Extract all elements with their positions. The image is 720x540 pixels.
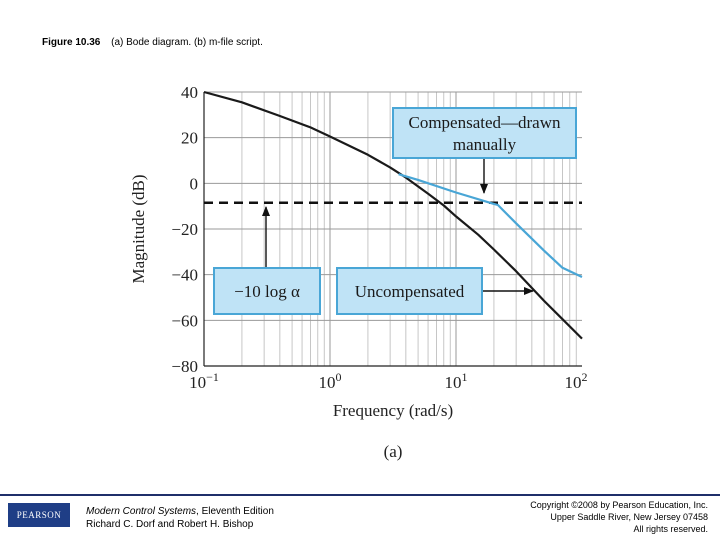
x-tick-label: 102	[565, 370, 588, 392]
annotation-box	[213, 267, 321, 315]
x-tick-label: 10−1	[189, 370, 219, 392]
book-title: Modern Control Systems	[86, 506, 197, 517]
chart-axis-labels: Frequency (rad/s) Magnitude (dB) (a)	[129, 174, 453, 461]
pearson-logo: PEARSON	[8, 503, 70, 527]
bode-magnitude-chart: Compensated—drawn manually −10 log α Uncomp…	[129, 83, 588, 461]
compensated-curve	[398, 173, 583, 278]
figure-caption: Figure 10.36 (a) Bode diagram. (b) m-fil…	[42, 37, 263, 48]
y-tick-label: 0	[190, 174, 199, 193]
copyright-line-1: Copyright ©2008 by Pearson Education, In…	[530, 500, 708, 510]
figure-caption-text: (a) Bode diagram. (b) m-file script.	[111, 37, 263, 48]
figure-number: Figure 10.36	[42, 37, 101, 48]
annotation-callout: Compensated—drawn manually	[392, 107, 577, 194]
annotation-text: Compensated—drawn	[408, 113, 561, 132]
annotation-box	[392, 107, 577, 159]
x-tick-label: 100	[319, 370, 342, 392]
panel-label: (a)	[384, 442, 403, 461]
x-tick-label: 101	[445, 370, 468, 392]
y-tick-label: 20	[181, 129, 198, 148]
y-tick-label: −20	[171, 220, 198, 239]
y-tick-label: −80	[171, 357, 198, 376]
uncompensated-curve	[203, 90, 583, 340]
y-tick-label: 40	[181, 83, 198, 102]
book-authors: Richard C. Dorf and Robert H. Bishop	[86, 519, 254, 530]
chart-annotations: Compensated—drawn manually −10 log α Uncomp…	[213, 107, 577, 315]
copyright-line-2: Upper Saddle River, New Jersey 07458	[550, 512, 708, 522]
chart-series-layer	[203, 90, 583, 340]
book-edition: , Eleventh Edition	[196, 506, 274, 517]
annotation-box	[336, 267, 483, 315]
y-tick-label: −60	[171, 311, 198, 330]
annotation-callout: Uncompensated	[336, 267, 534, 315]
annotation-text: Uncompensated	[355, 282, 465, 301]
annotation-callout: −10 log α	[213, 206, 321, 315]
annotation-text: manually	[453, 135, 517, 154]
x-axis-label: Frequency (rad/s)	[333, 401, 453, 420]
copyright-notice: Copyright ©2008 by Pearson Education, In…	[530, 499, 708, 535]
annotation-text: −10 log α	[234, 282, 300, 301]
y-axis-label: Magnitude (dB)	[129, 174, 148, 283]
footer-divider	[0, 494, 720, 496]
y-tick-label: −40	[171, 266, 198, 285]
copyright-line-3: All rights reserved.	[633, 524, 708, 534]
book-credit: Modern Control Systems, Eleventh Edition…	[86, 505, 274, 531]
